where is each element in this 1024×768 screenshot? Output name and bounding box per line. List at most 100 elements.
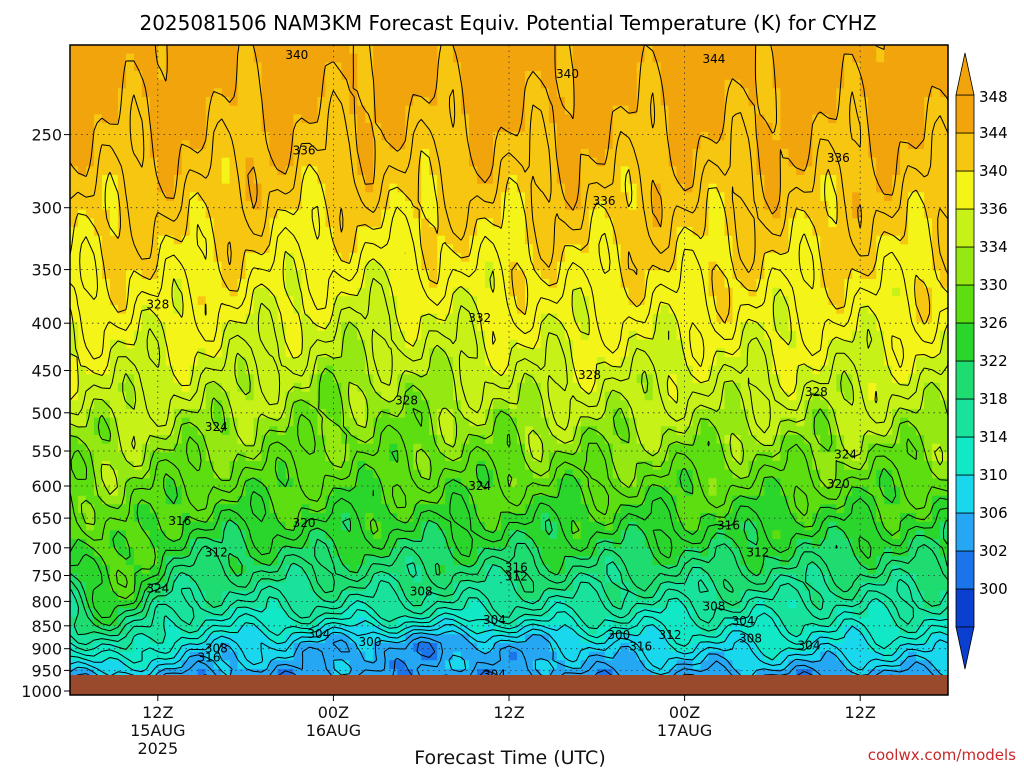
- contour-label: 336: [593, 194, 616, 208]
- contour-label: 312: [746, 545, 769, 559]
- colorbar-label: 344: [979, 124, 1008, 142]
- colorbar-label: 348: [979, 88, 1008, 106]
- contour-label: 304: [483, 613, 506, 627]
- colorbar-swatch: [955, 360, 975, 400]
- colorbar-swatch: [955, 132, 975, 172]
- contour-label: 336: [293, 143, 316, 157]
- colorbar-swatch: [955, 588, 975, 628]
- contour-label: 328: [395, 394, 418, 408]
- contour-318: [70, 596, 948, 652]
- contour-348: [70, 45, 948, 229]
- contour-label: 308: [739, 631, 762, 645]
- x-tick-label: 00Z: [669, 703, 700, 722]
- y-tick-label: 700: [31, 539, 62, 558]
- contour-340: [70, 250, 948, 404]
- x-tick-date: 16AUG: [306, 721, 361, 740]
- contour-label: 304: [732, 614, 755, 628]
- colorbar-label: 318: [979, 390, 1008, 408]
- y-tick-label: 750: [31, 567, 62, 586]
- contour-320: [70, 578, 948, 646]
- colorbar-label: 306: [979, 504, 1008, 522]
- contour-label: 316: [505, 560, 528, 574]
- contour-label: 312: [205, 545, 228, 559]
- x-tick-label: 12Z: [493, 703, 524, 722]
- colorbar-swatch: [955, 398, 975, 438]
- colorbar: 348 344 340 336 334 330 326 322 318 314 310 306 302 3…: [955, 52, 1008, 670]
- y-tick-label: 450: [31, 362, 62, 381]
- x-tick-label: 12Z: [142, 703, 173, 722]
- contour-324: [70, 538, 948, 632]
- contour-label: 336: [827, 151, 850, 165]
- colorbar-label: 300: [979, 580, 1008, 598]
- contour-label: 324: [205, 420, 228, 434]
- contour-label: 324: [834, 448, 857, 462]
- colorbar-swatch: [955, 436, 975, 476]
- contour-label: 316: [168, 514, 191, 528]
- colorbar-label: 336: [979, 200, 1008, 218]
- contour-labels: 340 340 344 336 336 336 328 332 328 328 328 324 324 3…: [146, 48, 857, 688]
- colorbar-swatch: [955, 208, 975, 248]
- y-tick-label: 300: [31, 199, 62, 218]
- contour-label: 312: [659, 628, 682, 642]
- contour-label: 308: [205, 642, 228, 656]
- contour-312: [70, 624, 948, 678]
- contour-label: 308: [410, 584, 433, 598]
- pressure-axis: 250 300 350 400 450 500 550 600 650 700 750 800 850 9…: [21, 126, 70, 701]
- y-tick-label: 500: [31, 404, 62, 423]
- colorbar-swatch: [955, 550, 975, 590]
- colorbar-label: 302: [979, 542, 1008, 560]
- contour-label: 316: [198, 651, 221, 665]
- contour-label: 312: [505, 570, 528, 584]
- contour-label: 304: [798, 639, 821, 653]
- colorbar-label: 310: [979, 466, 1008, 484]
- y-tick-label: 1000: [21, 682, 62, 701]
- y-tick-label: 850: [31, 617, 62, 636]
- contour-336: [70, 321, 948, 495]
- contour-label: 324: [468, 479, 491, 493]
- contour-328: [70, 490, 948, 619]
- x-tick-date: 15AUG: [130, 721, 185, 740]
- y-tick-label: 250: [31, 126, 62, 145]
- colorbar-swatch: [955, 474, 975, 514]
- contour-label: 324: [146, 582, 169, 596]
- colorbar-bottom-arrow: [955, 626, 975, 670]
- contour-332: [70, 408, 948, 588]
- credit-text: coolwx.com/models: [868, 746, 1016, 764]
- chart-title: 2025081506 NAM3KM Forecast Equiv. Potent…: [139, 11, 876, 35]
- contour-label: 304: [307, 627, 330, 641]
- y-tick-label: 650: [31, 509, 62, 528]
- x-tick-label: 00Z: [318, 703, 349, 722]
- colorbar-label: 334: [979, 238, 1008, 256]
- colorbar-label: 340: [979, 162, 1008, 180]
- contour-346: [70, 89, 948, 275]
- gridlines: [70, 45, 948, 695]
- colorbar-top-arrow: [955, 52, 975, 96]
- colorbar-label: 314: [979, 428, 1008, 446]
- colorbar-swatch: [955, 322, 975, 362]
- x-tick-label: 12Z: [845, 703, 876, 722]
- contour-label: 300: [359, 635, 382, 649]
- colorbar-swatch: [955, 94, 975, 134]
- y-tick-label: 900: [31, 640, 62, 659]
- colorbar-label: 330: [979, 276, 1008, 294]
- contour-label: 332: [468, 311, 491, 325]
- colorbar-swatch: [955, 170, 975, 210]
- contour-label: 320: [293, 516, 316, 530]
- contour-338: [70, 277, 948, 450]
- contour-344: [70, 150, 948, 325]
- contour-310: [70, 630, 948, 688]
- contour-label: 344: [702, 52, 725, 66]
- colorbar-label: 326: [979, 314, 1008, 332]
- contour-label: 300: [607, 628, 630, 642]
- y-tick-label: 350: [31, 261, 62, 280]
- contour-label: 308: [702, 599, 725, 613]
- contour-label: 328: [146, 298, 169, 312]
- x-axis-label: Forecast Time (UTC): [414, 747, 605, 768]
- contour-label: 340: [285, 48, 308, 62]
- contour-label: 340: [556, 67, 579, 81]
- colorbar-swatch: [955, 246, 975, 286]
- x-tick-date: 17AUG: [657, 721, 712, 740]
- contour-342: [70, 205, 948, 368]
- y-tick-label: 600: [31, 477, 62, 496]
